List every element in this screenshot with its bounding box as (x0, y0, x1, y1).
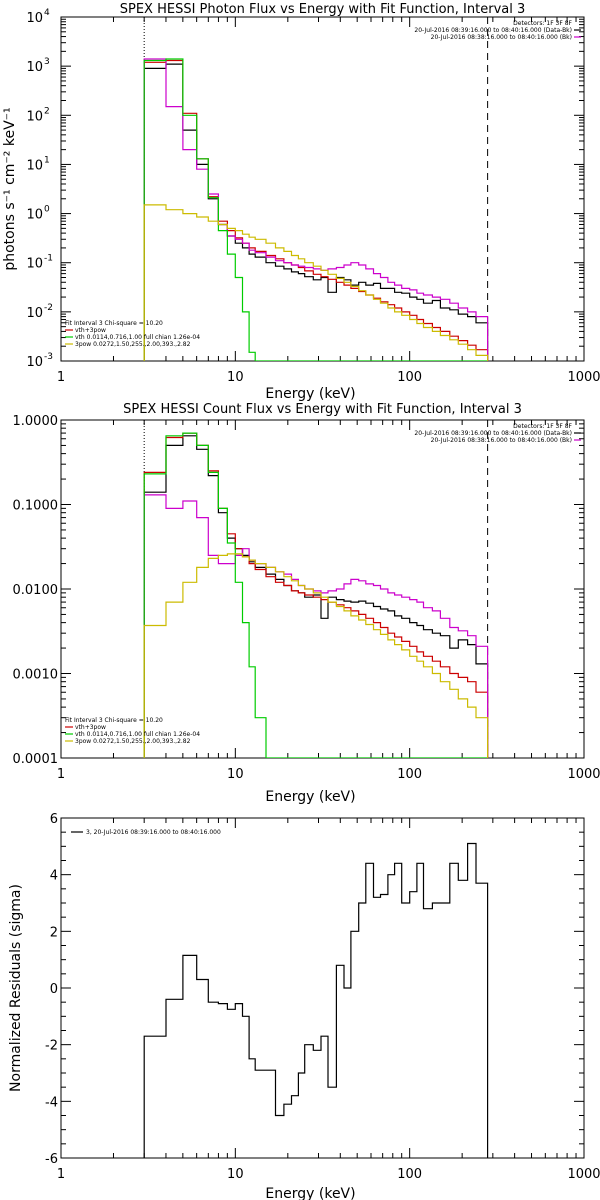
series-residuals-line (143, 842, 489, 1158)
x-axis-label: Energy (keV) (265, 1186, 355, 1200)
y-tick-exponent: -1 (44, 254, 53, 264)
y-tick-label: 10 (26, 60, 43, 75)
plot-area (143, 17, 489, 361)
x-tick-label: 1000 (567, 1167, 600, 1182)
plot-area (143, 842, 489, 1158)
y-tick-label: 6 (50, 812, 58, 827)
series-bk-line (143, 494, 489, 758)
y-tick-label: 10 (26, 208, 43, 223)
y-tick-label: -2 (45, 1039, 58, 1054)
y-axis-label: Normalized Residuals (sigma) (8, 884, 24, 1092)
legend-top-right-item: 20-Jul-2016 08:38:16.000 to 08:40:16.000… (431, 437, 572, 444)
y-tick-label: -6 (45, 1152, 58, 1167)
y-tick-label: 10 (26, 306, 43, 321)
chart-title: SPEX HESSI Count Flux vs Energy with Fit… (123, 402, 522, 417)
legend-bottom-left-item: vth+3pow (75, 327, 106, 334)
y-tick-label: 0.0010 (13, 668, 59, 683)
y-axis-label: photons s⁻¹ cm⁻² keV⁻¹ (2, 107, 18, 270)
y-tick-label: 10 (26, 355, 43, 370)
legend-bottom-left-item: 3pow 0.0272,1.50,255.,2.00,393.,2.82 (75, 341, 191, 348)
y-tick-label: 0 (50, 982, 58, 997)
x-axis-label: Energy (keV) (265, 386, 355, 402)
y-tick-label: 0.1000 (13, 499, 59, 514)
legend-top-right-item: 20-Jul-2016 08:39:16.000 to 08:40:16.000… (414, 430, 572, 437)
y-tick-exponent: 3 (44, 57, 50, 67)
plot-frame (60, 16, 585, 362)
y-tick-label: 2 (50, 925, 58, 940)
series-vth-line (143, 432, 488, 758)
x-tick-label: 1 (57, 1167, 65, 1182)
legend-top-right-item: 20-Jul-2016 08:38:16.000 to 08:40:16.000… (431, 34, 572, 41)
legend-bottom-left-item: Fit Interval 3 Chi-square = 10.20 (65, 320, 163, 327)
y-tick-exponent: -3 (44, 352, 53, 362)
legend-bottom-left-item: 3pow 0.0272,1.50,255.,2.00,393.,2.82 (75, 738, 191, 745)
series-3pow-line (143, 204, 489, 361)
y-tick-label: 4 (50, 869, 58, 884)
series-3pow-line (143, 553, 489, 758)
chart-title: SPEX HESSI Photon Flux vs Energy with Fi… (120, 2, 526, 17)
plot-area (143, 420, 489, 758)
legend-bottom-left-item: vth 0.0114,0.716,1.00 full chian 1.26e-0… (75, 334, 200, 341)
series-vth-line (143, 58, 488, 361)
legend-top-right-item: 20-Jul-2016 08:39:16.000 to 08:40:16.000… (414, 27, 572, 34)
chart-panel-1: SPEX HESSI Photon Flux vs Energy with Fi… (2, 2, 600, 402)
chart-panel-3: Energy (keV) Normalized Residuals (sigma)… (8, 812, 600, 1200)
y-tick-label: 10 (26, 158, 43, 173)
x-tick-label: 100 (397, 1167, 422, 1182)
series-data-bk-line (143, 435, 489, 758)
x-tick-label: 10 (227, 1167, 244, 1182)
legend-top-left-item: 3, 20-Jul-2016 08:39:16.000 to 08:40:16.… (86, 829, 221, 836)
y-tick-exponent: 0 (44, 205, 50, 215)
y-tick-exponent: 4 (44, 8, 50, 18)
x-tick-label: 1 (57, 767, 65, 782)
x-axis-label: Energy (keV) (265, 789, 355, 805)
y-tick-label: 1.0000 (13, 414, 59, 429)
x-tick-label: 1000 (567, 767, 600, 782)
legend-top-right-item: Detectors: 1F 3F 8F (513, 423, 572, 430)
x-tick-label: 10 (227, 370, 244, 385)
series-bk-line (143, 58, 489, 361)
y-tick-label: 0.0001 (13, 752, 59, 767)
plot-frame (60, 419, 585, 759)
y-tick-label: 10 (26, 257, 43, 272)
x-tick-label: 100 (397, 767, 422, 782)
chart-panel-2: SPEX HESSI Count Flux vs Energy with Fit… (13, 402, 600, 805)
legend-bottom-left-item: vth+3pow (75, 724, 106, 731)
legend-top-right-item: Detectors: 1F 3F 8F (513, 20, 572, 27)
y-tick-label: 10 (26, 109, 43, 124)
y-tick-label: 10 (26, 11, 43, 26)
y-tick-exponent: 2 (44, 106, 50, 116)
x-tick-label: 1000 (567, 370, 600, 385)
series-vth-3pow-line (143, 59, 489, 361)
x-tick-label: 100 (397, 370, 422, 385)
y-tick-exponent: -2 (44, 303, 53, 313)
series-data-bk-line (143, 63, 489, 361)
x-tick-label: 10 (227, 767, 244, 782)
x-tick-label: 1 (57, 370, 65, 385)
y-tick-label: 0.0100 (13, 583, 59, 598)
y-tick-exponent: 1 (44, 155, 50, 165)
legend-bottom-left-item: Fit Interval 3 Chi-square = 10.20 (65, 717, 163, 724)
y-tick-label: -4 (45, 1095, 58, 1110)
legend-bottom-left-item: vth 0.0114,0.716,1.00 full chian 1.26e-0… (75, 731, 200, 738)
plot-frame (60, 817, 585, 1159)
